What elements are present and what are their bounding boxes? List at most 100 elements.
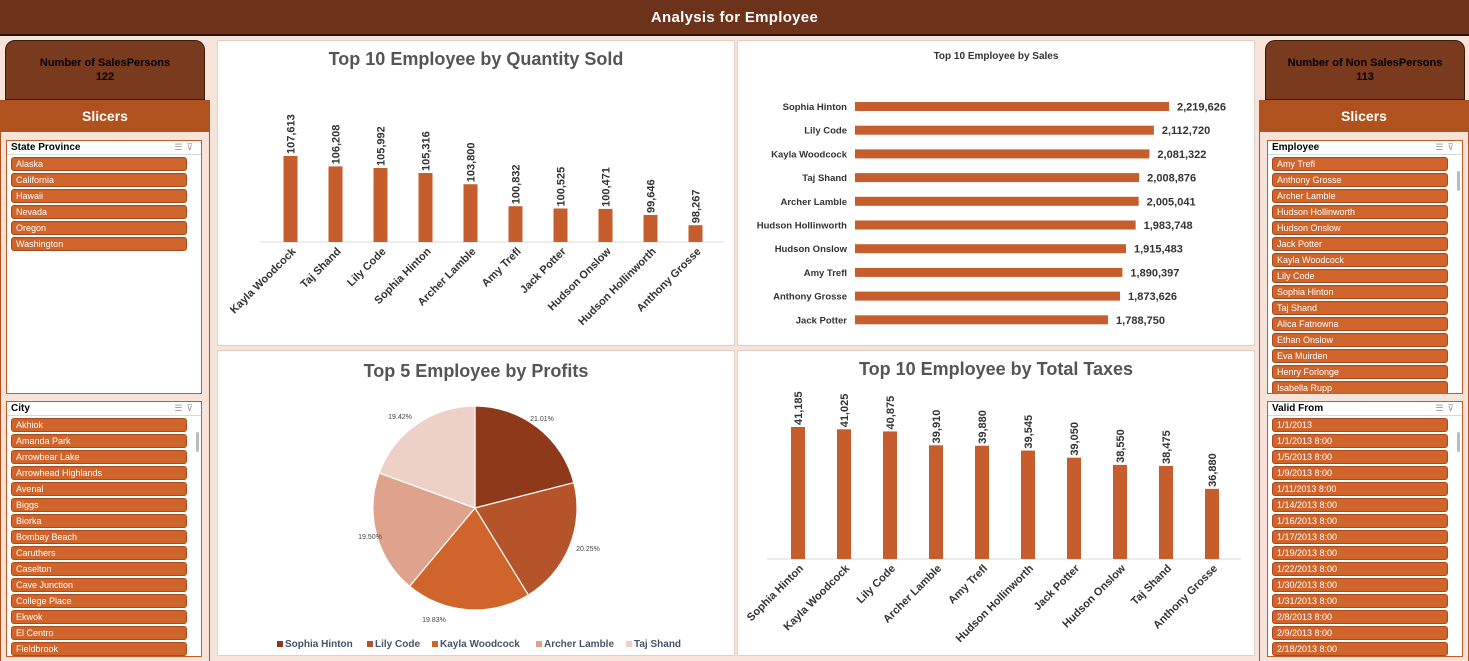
tick-label: Amy Trefl bbox=[804, 268, 847, 279]
slicer-item[interactable]: Sophia Hinton bbox=[1272, 285, 1448, 299]
slicer-item[interactable]: Henry Forlonge bbox=[1272, 365, 1448, 379]
slicer-item[interactable]: Kayla Woodcock bbox=[1272, 253, 1448, 267]
data-label: 100,471 bbox=[601, 167, 613, 207]
legend-swatch bbox=[536, 641, 542, 647]
slicer-item[interactable]: Biorka bbox=[11, 514, 187, 528]
slicer-item[interactable]: Amy Trefl bbox=[1272, 157, 1448, 171]
slicer-item[interactable]: Nevada bbox=[11, 205, 187, 219]
slicer-item[interactable]: Caselton bbox=[11, 562, 187, 576]
slicer-list: Alaska California Hawaii Nevada Oregon Washin… bbox=[7, 155, 191, 393]
chart-title: Top 10 Employee by Quantity Sold bbox=[329, 49, 624, 69]
slicer-item[interactable]: Hawaii bbox=[11, 189, 187, 203]
bar bbox=[688, 225, 703, 242]
slicer-item[interactable]: 2/8/2013 8:00 bbox=[1272, 610, 1448, 624]
data-label: 41,025 bbox=[839, 394, 851, 428]
right-slicers-header: Slicers bbox=[1259, 100, 1469, 132]
city-slicer[interactable]: City ☰⊽ Akhiok Amanda Park Arrowbear Lake A… bbox=[6, 401, 202, 657]
data-label: 39,910 bbox=[931, 410, 943, 444]
slicer-item[interactable]: 2/9/2013 8:00 bbox=[1272, 626, 1448, 640]
bar bbox=[283, 156, 298, 242]
bar bbox=[418, 173, 433, 242]
bar bbox=[975, 445, 989, 559]
data-label: 106,208 bbox=[331, 125, 343, 165]
slicer-item[interactable]: Biggs bbox=[11, 498, 187, 512]
slicer-item[interactable]: 1/11/2013 8:00 bbox=[1272, 482, 1448, 496]
slicer-item[interactable]: 1/5/2013 8:00 bbox=[1272, 450, 1448, 464]
bar bbox=[855, 196, 1139, 206]
bar bbox=[855, 102, 1169, 111]
slicer-item[interactable]: Ekwok bbox=[11, 610, 187, 624]
slicer-list: Akhiok Amanda Park Arrowbear Lake Arrowhead… bbox=[7, 416, 191, 656]
slicer-item[interactable]: 1/17/2013 8:00 bbox=[1272, 530, 1448, 544]
bar bbox=[553, 208, 568, 242]
slicer-header: Employee ☰⊽ bbox=[1268, 141, 1462, 155]
slicer-item[interactable]: 1/30/2013 8:00 bbox=[1272, 578, 1448, 592]
bar bbox=[855, 125, 1154, 135]
slicer-item[interactable]: Ethan Onslow bbox=[1272, 333, 1448, 347]
multi-select-icon[interactable]: ☰⊽ bbox=[174, 142, 197, 152]
slicer-item[interactable]: Eva Muirden bbox=[1272, 349, 1448, 363]
slicer-item[interactable]: 1/31/2013 8:00 bbox=[1272, 594, 1448, 608]
slicer-item[interactable]: 1/1/2013 bbox=[1272, 418, 1448, 432]
slicer-item[interactable]: Anthony Grosse bbox=[1272, 173, 1448, 187]
tick-label: Taj Shand bbox=[299, 246, 344, 291]
slicer-item[interactable]: Caruthers bbox=[11, 546, 187, 560]
tick-label: Kayla Woodcock bbox=[228, 245, 299, 316]
slicer-item[interactable]: Avenal bbox=[11, 482, 187, 496]
slicer-item[interactable]: Taj Shand bbox=[1272, 301, 1448, 315]
data-label: 19.83% bbox=[422, 617, 446, 624]
slicer-item[interactable]: Archer Lamble bbox=[1272, 189, 1448, 203]
slicer-item[interactable]: Cave Junction bbox=[11, 578, 187, 592]
bar bbox=[1067, 457, 1081, 559]
scrollbar[interactable] bbox=[1457, 432, 1460, 452]
slicer-item[interactable]: Isabella Rupp bbox=[1272, 381, 1448, 393]
slicer-item[interactable]: Alaska bbox=[11, 157, 187, 171]
data-label: 38,550 bbox=[1115, 429, 1127, 463]
scrollbar[interactable] bbox=[196, 432, 199, 452]
data-label: 36,880 bbox=[1207, 453, 1219, 487]
data-label: 39,545 bbox=[1023, 415, 1035, 449]
slicer-item[interactable]: El Centro bbox=[11, 626, 187, 640]
slicer-item[interactable]: 1/16/2013 8:00 bbox=[1272, 514, 1448, 528]
scrollbar[interactable] bbox=[1457, 171, 1460, 191]
slicer-title: Employee bbox=[1272, 142, 1320, 153]
slicer-item[interactable]: Washington bbox=[11, 237, 187, 251]
state-province-slicer[interactable]: State Province ☰⊽ Alaska California Hawaii… bbox=[6, 140, 202, 394]
slicer-item[interactable]: Fieldbrook bbox=[11, 642, 187, 656]
tick-label: Archer Lamble bbox=[780, 197, 847, 208]
slicer-item[interactable]: Oregon bbox=[11, 221, 187, 235]
slicer-item[interactable]: 2/18/2013 8:00 bbox=[1272, 642, 1448, 656]
legend-label: Sophia Hinton bbox=[285, 639, 353, 650]
multi-select-icon[interactable]: ☰⊽ bbox=[1435, 403, 1458, 413]
employee-slicer[interactable]: Employee ☰⊽ Amy Trefl Anthony Grosse Arche… bbox=[1267, 140, 1463, 394]
slicer-item[interactable]: Hudson Onslow bbox=[1272, 221, 1448, 235]
slicer-item[interactable]: Akhiok bbox=[11, 418, 187, 432]
slicer-item[interactable]: 1/19/2013 8:00 bbox=[1272, 546, 1448, 560]
legend-swatch bbox=[367, 641, 373, 647]
slicer-item[interactable]: Bombay Beach bbox=[11, 530, 187, 544]
slicer-item[interactable]: 1/22/2013 8:00 bbox=[1272, 562, 1448, 576]
tick-label: Lily Code bbox=[855, 563, 898, 606]
slicer-item[interactable]: 1/9/2013 8:00 bbox=[1272, 466, 1448, 480]
valid-from-slicer[interactable]: Valid From ☰⊽ 1/1/2013 1/1/2013 8:00 1/5/2… bbox=[1267, 401, 1463, 657]
tick-label: Hudson Hollinworth bbox=[954, 562, 1037, 645]
data-label: 1,915,483 bbox=[1134, 244, 1183, 256]
quantity-sold-chart-panel: Top 10 Employee by Quantity Sold 107,613 K… bbox=[217, 40, 735, 346]
slicer-item[interactable]: Arrowhead Highlands bbox=[11, 466, 187, 480]
pie-slice bbox=[408, 506, 530, 611]
slicer-item[interactable]: Hudson Hollinworth bbox=[1272, 205, 1448, 219]
data-label: 1,873,626 bbox=[1128, 291, 1177, 303]
slicer-item[interactable]: 1/1/2013 8:00 bbox=[1272, 434, 1448, 448]
slicer-item[interactable]: Alica Fatnowna bbox=[1272, 317, 1448, 331]
slicer-item[interactable]: California bbox=[11, 173, 187, 187]
tick-label: Taj Shand bbox=[1129, 563, 1174, 608]
slicer-item[interactable]: Jack Potter bbox=[1272, 237, 1448, 251]
slicer-item[interactable]: 1/14/2013 8:00 bbox=[1272, 498, 1448, 512]
multi-select-icon[interactable]: ☰⊽ bbox=[174, 403, 197, 413]
slicer-item[interactable]: Amanda Park bbox=[11, 434, 187, 448]
data-label: 38,475 bbox=[1161, 430, 1173, 464]
multi-select-icon[interactable]: ☰⊽ bbox=[1435, 142, 1458, 152]
slicer-item[interactable]: College Place bbox=[11, 594, 187, 608]
slicer-item[interactable]: Arrowbear Lake bbox=[11, 450, 187, 464]
slicer-item[interactable]: Lily Code bbox=[1272, 269, 1448, 283]
